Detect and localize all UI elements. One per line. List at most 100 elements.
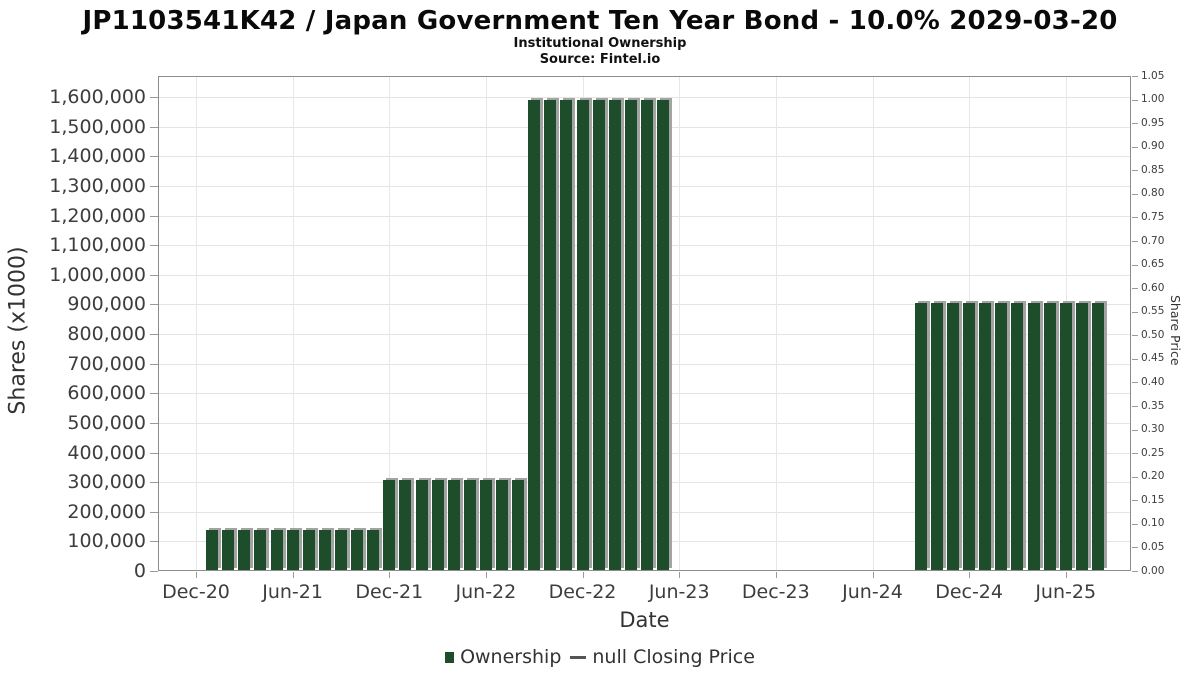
x-axis-tick-label: Dec-21 xyxy=(355,581,424,603)
legend-label-closing-price: null Closing Price xyxy=(592,646,755,668)
y-axis-tick-left xyxy=(150,185,158,187)
y-axis-tick-label-right: 0.25 xyxy=(1141,446,1165,459)
bar xyxy=(238,529,251,570)
bar xyxy=(447,480,460,570)
y-axis-tick-right xyxy=(1132,123,1138,125)
bar xyxy=(270,529,283,570)
bar xyxy=(335,529,347,570)
x-axis-tick-label: Dec-22 xyxy=(548,581,617,603)
bar xyxy=(1027,302,1040,570)
y-axis-tick-label-right: 0.00 xyxy=(1141,564,1165,577)
y-axis-tick-label-right: 0.45 xyxy=(1141,352,1165,365)
y-axis-tick-right xyxy=(1132,476,1138,478)
y-axis-tick-label-left: 1,000,000 xyxy=(49,263,146,286)
y-axis-tick-left xyxy=(150,422,158,424)
legend-label-ownership: Ownership xyxy=(460,646,562,668)
legend: Ownership null Closing Price xyxy=(0,646,1200,668)
y-axis-tick-label-left: 200,000 xyxy=(67,500,146,523)
bar xyxy=(222,529,235,570)
y-axis-tick-right xyxy=(1132,146,1138,148)
chart-source: Source: Fintel.io xyxy=(539,52,661,67)
gridline-vertical xyxy=(775,77,777,570)
y-axis-tick-left xyxy=(150,126,158,128)
y-axis-tick-label-right: 1.00 xyxy=(1141,93,1165,106)
y-axis-tick-right xyxy=(1132,217,1138,219)
y-axis-tick-label-right: 0.95 xyxy=(1141,116,1165,129)
bar xyxy=(318,529,331,570)
x-axis-tick xyxy=(582,572,584,578)
x-axis-tick xyxy=(872,572,874,578)
y-axis-tick-left xyxy=(150,541,158,543)
plot-area xyxy=(158,76,1131,571)
y-axis-tick-right xyxy=(1132,264,1138,266)
y-axis-tick-label-left: 1,600,000 xyxy=(49,86,146,108)
x-axis-tick-label: Dec-24 xyxy=(935,581,1003,603)
y-axis-tick-label-left: 1,500,000 xyxy=(49,115,146,138)
y-axis-tick-label-right: 0.65 xyxy=(1141,258,1165,271)
y-axis-tick-right xyxy=(1132,547,1138,549)
bar xyxy=(351,529,364,570)
bar xyxy=(496,480,508,570)
x-axis-tick-label: Jun-24 xyxy=(842,581,903,603)
x-axis-tick xyxy=(775,572,777,578)
y-axis-tick-label-left: 700,000 xyxy=(67,352,146,375)
y-axis-tick-label-right: 0.55 xyxy=(1141,305,1165,318)
y-axis-tick-label-left: 400,000 xyxy=(67,441,146,464)
legend-item-closing-price: null Closing Price xyxy=(570,646,755,668)
bar xyxy=(254,529,267,570)
bar xyxy=(560,100,573,570)
bar xyxy=(592,100,605,570)
y-axis-tick-right xyxy=(1132,429,1138,431)
bar xyxy=(963,302,976,570)
y-axis-tick-label-left: 1,200,000 xyxy=(49,204,146,227)
x-axis-tick-label: Jun-22 xyxy=(455,581,517,603)
y-axis-tick-right xyxy=(1132,523,1138,525)
bar xyxy=(528,100,541,570)
y-axis-tick-label-left: 1,400,000 xyxy=(49,145,146,168)
y-axis-tick-label-right: 0.20 xyxy=(1141,470,1165,483)
y-axis-tick-right xyxy=(1132,76,1138,77)
chart-subtitle: Institutional Ownership xyxy=(513,36,687,51)
y-axis-tick-label-right: 1.05 xyxy=(1141,69,1165,82)
gridline-vertical xyxy=(485,77,487,570)
x-axis-tick xyxy=(1065,572,1067,578)
y-axis-tick-right xyxy=(1132,335,1138,337)
x-axis-tick xyxy=(292,572,294,578)
bar xyxy=(624,100,637,570)
y-axis-tick-right xyxy=(1132,288,1138,290)
y-axis-tick-left xyxy=(150,215,158,217)
bar xyxy=(479,480,492,570)
y-axis-tick-right xyxy=(1132,453,1138,455)
bar xyxy=(286,529,299,570)
y-axis-tick-label-right: 0.70 xyxy=(1141,234,1165,247)
y-axis-tick-label-right: 0.05 xyxy=(1141,540,1165,553)
x-axis-tick-label: Jun-23 xyxy=(648,581,710,603)
y-axis-tick-label-right: 0.30 xyxy=(1141,423,1165,436)
y-axis-tick-label-right: 0.75 xyxy=(1141,210,1165,223)
x-axis-label: Date xyxy=(619,608,670,632)
bar xyxy=(206,529,219,570)
y-axis-tick-label-right: 0.90 xyxy=(1141,140,1165,153)
y-axis-tick-right xyxy=(1132,170,1138,172)
y-axis-tick-right xyxy=(1132,241,1138,242)
y-axis-tick-right xyxy=(1132,193,1138,195)
y-axis-tick-label-right: 0.50 xyxy=(1141,328,1165,341)
bar xyxy=(399,480,412,570)
y-axis-tick-label-left: 500,000 xyxy=(67,411,146,434)
y-axis-tick-left xyxy=(150,334,158,335)
y-axis-tick-left xyxy=(150,482,158,484)
y-axis-tick-label-left: 900,000 xyxy=(67,293,146,316)
y-axis-tick-label-right: 0.80 xyxy=(1141,187,1165,200)
y-axis-tick-label-right: 0.15 xyxy=(1141,493,1165,506)
x-axis-tick xyxy=(485,572,487,578)
bar xyxy=(657,100,670,570)
y-axis-tick-label-right: 0.85 xyxy=(1141,163,1165,176)
bar xyxy=(1091,302,1104,570)
y-axis-tick-left xyxy=(150,245,158,247)
y-axis-tick-left xyxy=(150,304,158,306)
bar xyxy=(995,302,1008,570)
bar xyxy=(1059,302,1072,570)
bar xyxy=(415,480,428,570)
x-axis-tick xyxy=(196,572,197,578)
y-axis-tick-left xyxy=(150,363,158,365)
